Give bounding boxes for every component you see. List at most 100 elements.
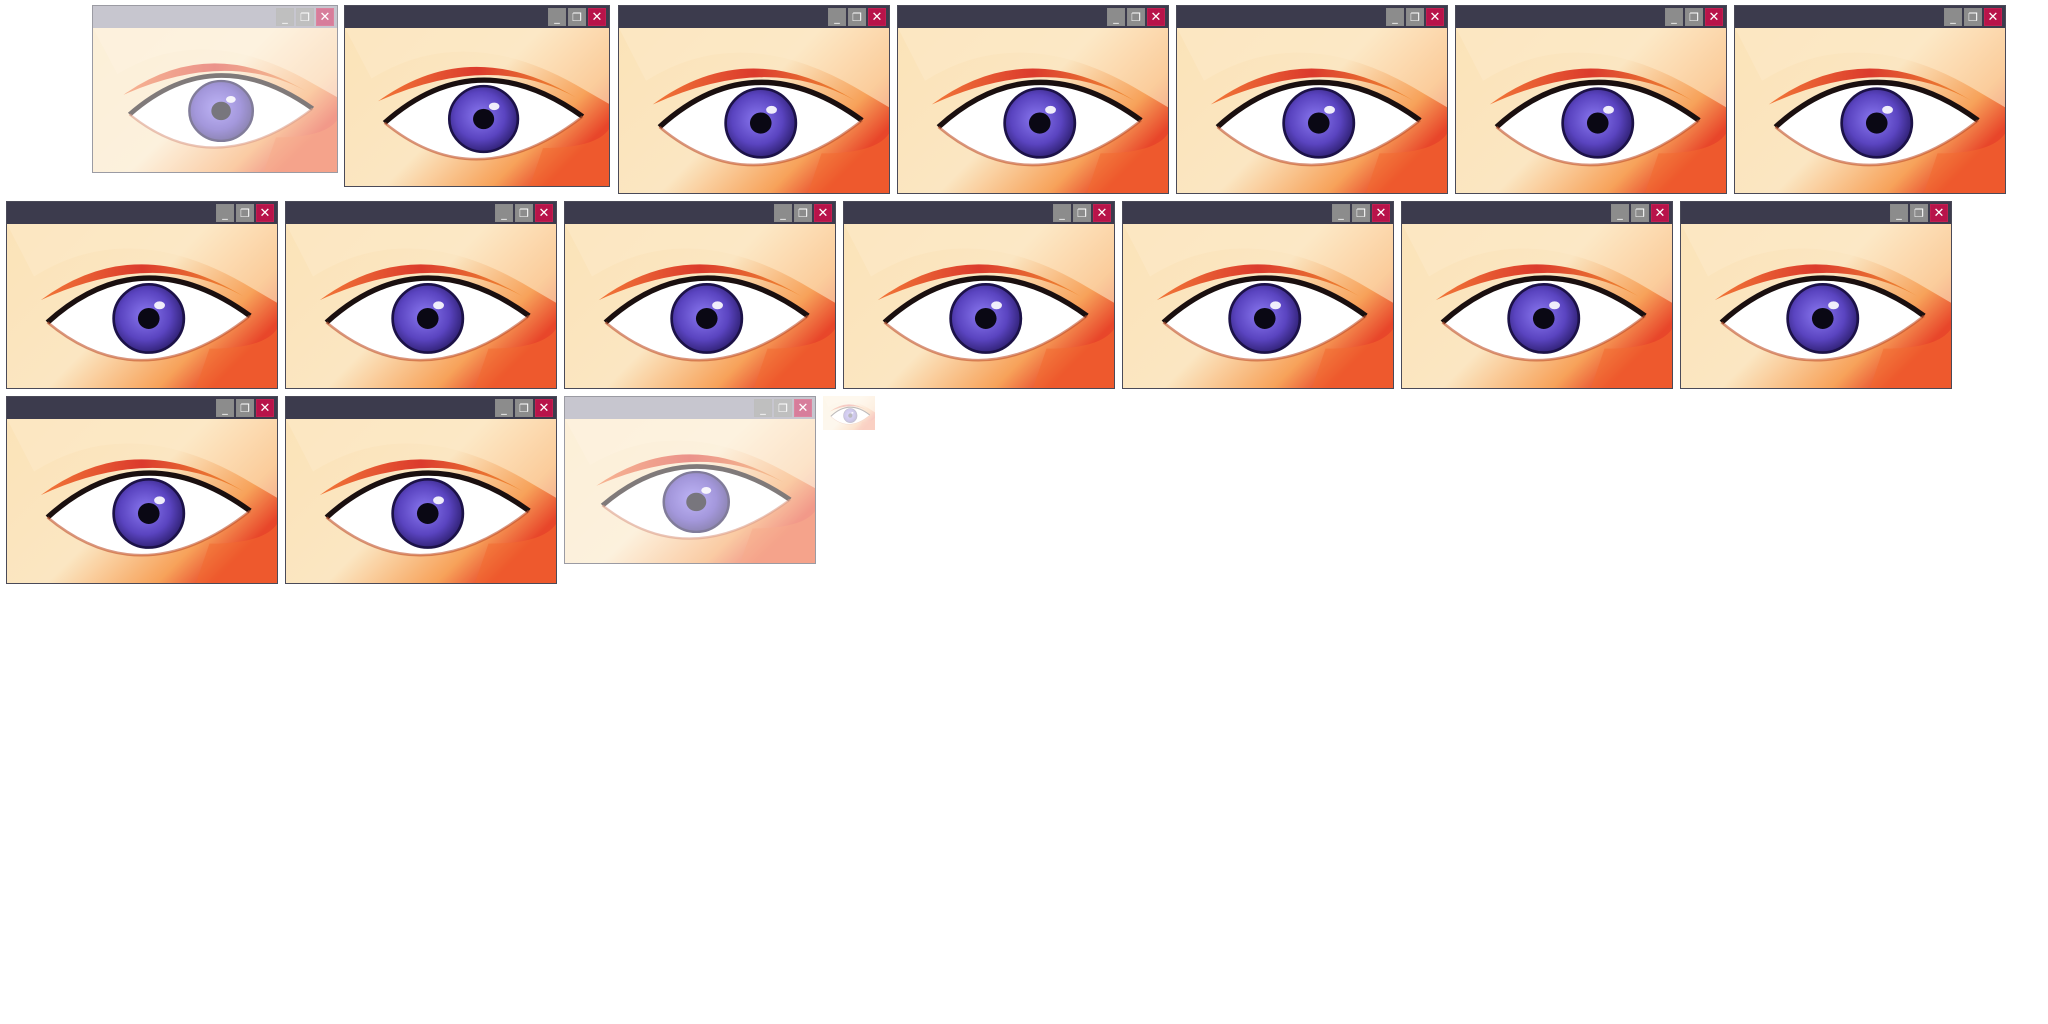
close-button[interactable]: ✕ [1147, 8, 1165, 26]
close-icon: ✕ [319, 9, 331, 25]
eye-window-9[interactable]: _ ❐ ✕ [285, 201, 557, 389]
eye-image [286, 419, 556, 583]
minimize-icon: _ [222, 401, 228, 415]
eye-window-4[interactable]: _ ❐ ✕ [897, 5, 1169, 194]
window-titlebar[interactable]: _ ❐ ✕ [1123, 202, 1393, 224]
restore-button[interactable]: ❐ [848, 8, 866, 26]
minimize-button[interactable]: _ [828, 8, 846, 26]
minimize-icon: _ [1950, 10, 1956, 24]
close-button[interactable]: ✕ [535, 204, 553, 222]
minimize-icon: _ [1059, 206, 1065, 220]
eye-window-15[interactable]: _ ❐ ✕ [6, 396, 278, 584]
minimize-button[interactable]: _ [1890, 204, 1908, 222]
minimize-icon: _ [1392, 10, 1398, 24]
eye-image [7, 224, 277, 388]
close-button[interactable]: ✕ [1705, 8, 1723, 26]
close-button[interactable]: ✕ [868, 8, 886, 26]
window-titlebar[interactable]: _ ❐ ✕ [1177, 6, 1447, 28]
eye-window-2[interactable]: _ ❐ ✕ [344, 5, 610, 187]
restore-button[interactable]: ❐ [1964, 8, 1982, 26]
close-button[interactable]: ✕ [1426, 8, 1444, 26]
restore-button[interactable]: ❐ [774, 399, 792, 417]
minimize-button[interactable]: _ [276, 8, 294, 26]
minimize-button[interactable]: _ [216, 399, 234, 417]
minimize-icon: _ [834, 10, 840, 24]
window-titlebar[interactable]: _ ❐ ✕ [7, 397, 277, 419]
close-button[interactable]: ✕ [535, 399, 553, 417]
window-titlebar[interactable]: _ ❐ ✕ [619, 6, 889, 28]
eye-window-8[interactable]: _ ❐ ✕ [6, 201, 278, 389]
minimize-button[interactable]: _ [495, 399, 513, 417]
restore-button[interactable]: ❐ [296, 8, 314, 26]
eye-window-6[interactable]: _ ❐ ✕ [1455, 5, 1727, 194]
restore-button[interactable]: ❐ [1127, 8, 1145, 26]
eye-window-3[interactable]: _ ❐ ✕ [618, 5, 890, 194]
eye-window-12[interactable]: _ ❐ ✕ [1122, 201, 1394, 389]
minimize-button[interactable]: _ [1053, 204, 1071, 222]
minimize-button[interactable]: _ [1944, 8, 1962, 26]
window-titlebar[interactable]: _ ❐ ✕ [565, 397, 815, 419]
restore-button[interactable]: ❐ [1685, 8, 1703, 26]
window-titlebar[interactable]: _ ❐ ✕ [345, 6, 609, 28]
restore-button[interactable]: ❐ [1406, 8, 1424, 26]
eye-window-11[interactable]: _ ❐ ✕ [843, 201, 1115, 389]
minimize-button[interactable]: _ [754, 399, 772, 417]
close-button[interactable]: ✕ [1984, 8, 2002, 26]
minimize-button[interactable]: _ [1611, 204, 1629, 222]
eye-window-1[interactable]: _ ❐ ✕ [92, 5, 338, 173]
restore-button[interactable]: ❐ [1352, 204, 1370, 222]
restore-button[interactable]: ❐ [794, 204, 812, 222]
close-icon: ✕ [1429, 9, 1441, 25]
eye-window-17[interactable]: _ ❐ ✕ [564, 396, 816, 564]
eye-window-10[interactable]: _ ❐ ✕ [564, 201, 836, 389]
close-icon: ✕ [591, 9, 603, 25]
close-button[interactable]: ✕ [588, 8, 606, 26]
minimize-button[interactable]: _ [1107, 8, 1125, 26]
eye-window-5[interactable]: _ ❐ ✕ [1176, 5, 1448, 194]
eye-window-16[interactable]: _ ❐ ✕ [285, 396, 557, 584]
minimize-button[interactable]: _ [774, 204, 792, 222]
close-button[interactable]: ✕ [794, 399, 812, 417]
restore-button[interactable]: ❐ [515, 399, 533, 417]
minimize-button[interactable]: _ [548, 8, 566, 26]
eye-window-14[interactable]: _ ❐ ✕ [1680, 201, 1952, 389]
minimize-button[interactable]: _ [216, 204, 234, 222]
close-button[interactable]: ✕ [1093, 204, 1111, 222]
eye-image [1402, 224, 1672, 388]
eye-window-13[interactable]: _ ❐ ✕ [1401, 201, 1673, 389]
restore-button[interactable]: ❐ [568, 8, 586, 26]
restore-button[interactable]: ❐ [1073, 204, 1091, 222]
close-icon: ✕ [817, 205, 829, 221]
eye-window-7[interactable]: _ ❐ ✕ [1734, 5, 2006, 194]
window-titlebar[interactable]: _ ❐ ✕ [898, 6, 1168, 28]
window-titlebar[interactable]: _ ❐ ✕ [1735, 6, 2005, 28]
close-button[interactable]: ✕ [1372, 204, 1390, 222]
window-titlebar[interactable]: _ ❐ ✕ [286, 397, 556, 419]
window-titlebar[interactable]: _ ❐ ✕ [1402, 202, 1672, 224]
close-button[interactable]: ✕ [1930, 204, 1948, 222]
close-button[interactable]: ✕ [1651, 204, 1669, 222]
close-button[interactable]: ✕ [316, 8, 334, 26]
eye-image [345, 28, 609, 186]
restore-button[interactable]: ❐ [1631, 204, 1649, 222]
window-titlebar[interactable]: _ ❐ ✕ [1681, 202, 1951, 224]
minimize-button[interactable]: _ [1332, 204, 1350, 222]
minimize-button[interactable]: _ [495, 204, 513, 222]
restore-button[interactable]: ❐ [515, 204, 533, 222]
close-button[interactable]: ✕ [256, 204, 274, 222]
window-titlebar[interactable]: _ ❐ ✕ [844, 202, 1114, 224]
window-titlebar[interactable]: _ ❐ ✕ [93, 6, 337, 28]
minimize-button[interactable]: _ [1665, 8, 1683, 26]
window-titlebar[interactable]: _ ❐ ✕ [1456, 6, 1726, 28]
close-button[interactable]: ✕ [814, 204, 832, 222]
close-icon: ✕ [259, 400, 271, 416]
window-titlebar[interactable]: _ ❐ ✕ [286, 202, 556, 224]
restore-button[interactable]: ❐ [236, 204, 254, 222]
restore-icon: ❐ [240, 206, 250, 220]
close-button[interactable]: ✕ [256, 399, 274, 417]
minimize-button[interactable]: _ [1386, 8, 1404, 26]
restore-button[interactable]: ❐ [1910, 204, 1928, 222]
window-titlebar[interactable]: _ ❐ ✕ [7, 202, 277, 224]
restore-button[interactable]: ❐ [236, 399, 254, 417]
window-titlebar[interactable]: _ ❐ ✕ [565, 202, 835, 224]
